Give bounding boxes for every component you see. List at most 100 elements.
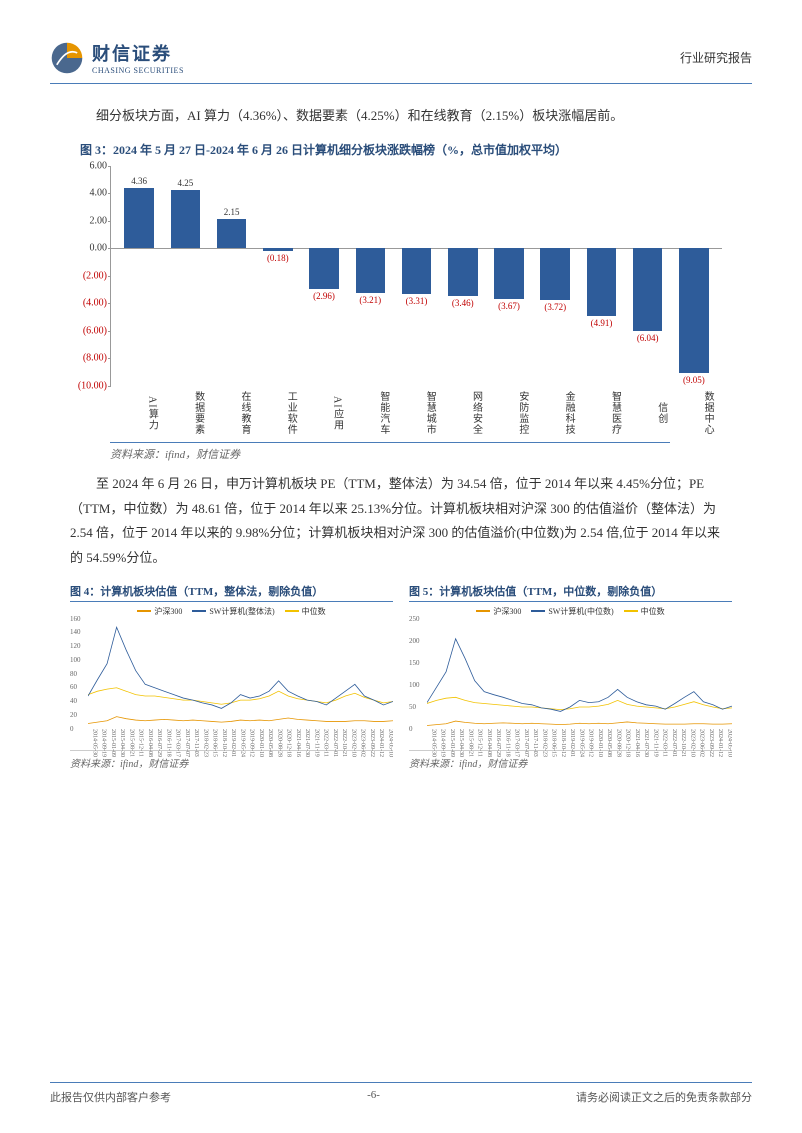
mini-x-label: 2014-05-30 bbox=[427, 729, 436, 761]
bar-value-label: (3.31) bbox=[406, 296, 428, 306]
mini-x-label: 2022-07-01 bbox=[668, 729, 677, 761]
legend-item: 沪深300 bbox=[476, 606, 521, 617]
bar-col: (3.31) bbox=[395, 166, 437, 386]
y-tick-label: (10.00) bbox=[67, 380, 107, 391]
fig3-source: 资料来源：ifind，财信证券 bbox=[110, 442, 670, 462]
mini-x-label: 2021-04-16 bbox=[292, 729, 301, 761]
bar-value-label: (3.46) bbox=[452, 298, 474, 308]
mini-x-label: 2015-01-09 bbox=[107, 729, 116, 761]
mini-x-label: 2020-05-08 bbox=[264, 729, 273, 761]
fig5-col: 图 5：计算机板块估值（TTM，中位数，剔除负值） 沪深300SW计算机(中位数… bbox=[409, 583, 732, 770]
mini-x-label: 2014-05-30 bbox=[88, 729, 97, 761]
legend-item: 中位数 bbox=[624, 606, 665, 617]
mini-y-tick: 120 bbox=[70, 642, 81, 650]
footer-left: 此报告仅供内部客户参考 bbox=[50, 1089, 171, 1105]
mini-x-label: 2017-07-07 bbox=[520, 729, 529, 761]
fig5-chart: 沪深300SW计算机(中位数)中位数 050100150200250 2014-… bbox=[409, 606, 732, 751]
mini-x-label: 2021-07-30 bbox=[640, 729, 649, 761]
x-category-label: 数据中心 bbox=[673, 390, 715, 436]
logo-icon bbox=[50, 41, 84, 75]
bar-col: (3.72) bbox=[534, 166, 576, 386]
footer-page-num: -6- bbox=[367, 1089, 380, 1105]
x-category-label: AI应用 bbox=[302, 390, 344, 436]
mini-x-label: 2022-10-21 bbox=[677, 729, 686, 761]
mini-x-label: 2021-11-19 bbox=[649, 729, 658, 761]
x-category-label: AI算力 bbox=[117, 390, 159, 436]
y-tick-label: (4.00) bbox=[67, 298, 107, 309]
bar bbox=[633, 248, 663, 331]
footer-right: 请务必阅读正文之后的免责条款部分 bbox=[576, 1089, 752, 1105]
legend-item: SW计算机(整体法) bbox=[192, 606, 274, 617]
mini-x-label: 2014-09-19 bbox=[436, 729, 445, 761]
mini-x-label: 2022-07-01 bbox=[329, 729, 338, 761]
y-tick-label: 4.00 bbox=[67, 188, 107, 199]
mini-x-label: 2016-11-18 bbox=[501, 729, 510, 761]
logo-text-cn: 财信证券 bbox=[92, 40, 184, 66]
fig3-title: 图 3：2024 年 5 月 27 日-2024 年 6 月 26 日计算机细分… bbox=[80, 141, 752, 160]
bar bbox=[540, 248, 570, 299]
mini-x-label: 2022-03-11 bbox=[319, 729, 328, 761]
mini-x-label: 2016-11-18 bbox=[162, 729, 171, 761]
mini-x-label: 2016-07-29 bbox=[153, 729, 162, 761]
legend-item: 沪深300 bbox=[137, 606, 182, 617]
bar bbox=[448, 248, 478, 296]
bar-col: 4.25 bbox=[164, 166, 206, 386]
bar-value-label: (3.72) bbox=[544, 302, 566, 312]
fig5-title: 图 5：计算机板块估值（TTM，中位数，剔除负值） bbox=[409, 583, 732, 602]
x-category-label: 智慧医疗 bbox=[580, 390, 622, 436]
y-tick-label: (2.00) bbox=[67, 270, 107, 281]
bar-col: 2.15 bbox=[210, 166, 252, 386]
bar-value-label: (0.18) bbox=[267, 253, 289, 263]
bar bbox=[679, 248, 709, 372]
page-footer: 此报告仅供内部客户参考 -6- 请务必阅读正文之后的免责条款部分 bbox=[50, 1082, 752, 1105]
mini-x-label: 2023-06-02 bbox=[356, 729, 365, 761]
mini-x-label: 2015-12-11 bbox=[134, 729, 143, 761]
mini-x-label: 2019-09-12 bbox=[584, 729, 593, 761]
mini-x-label: 2018-10-12 bbox=[557, 729, 566, 761]
mini-x-label: 2020-08-28 bbox=[273, 729, 282, 761]
mini-x-label: 2017-11-03 bbox=[529, 729, 538, 761]
y-tick-label: (8.00) bbox=[67, 353, 107, 364]
x-category-label: 数据要素 bbox=[163, 390, 205, 436]
mini-x-label: 2024-05-10 bbox=[723, 729, 732, 761]
mini-x-label: 2024-05-10 bbox=[384, 729, 393, 761]
bar bbox=[124, 188, 154, 248]
bar bbox=[309, 248, 339, 289]
mini-x-label: 2018-02-23 bbox=[538, 729, 547, 761]
logo-text-en: CHASING SECURITIES bbox=[92, 66, 184, 75]
y-tick-label: (6.00) bbox=[67, 325, 107, 336]
bar-value-label: (2.96) bbox=[313, 291, 335, 301]
bar-value-label: 4.36 bbox=[131, 176, 147, 186]
mini-x-label: 2020-01-10 bbox=[594, 729, 603, 761]
bar-value-label: (3.67) bbox=[498, 301, 520, 311]
legend-item: 中位数 bbox=[285, 606, 326, 617]
mini-x-label: 2018-10-12 bbox=[218, 729, 227, 761]
mini-x-label: 2017-03-17 bbox=[171, 729, 180, 761]
mini-x-label: 2019-09-12 bbox=[245, 729, 254, 761]
fig4-col: 图 4：计算机板块估值（TTM，整体法，剔除负值） 沪深300SW计算机(整体法… bbox=[70, 583, 393, 770]
mini-y-tick: 200 bbox=[409, 637, 420, 645]
mini-y-tick: 60 bbox=[70, 683, 77, 691]
fig4-chart: 沪深300SW计算机(整体法)中位数 020406080100120140160… bbox=[70, 606, 393, 751]
mini-x-label: 2023-09-22 bbox=[705, 729, 714, 761]
bar bbox=[356, 248, 386, 292]
mini-x-label: 2018-02-23 bbox=[199, 729, 208, 761]
mini-x-label: 2017-03-17 bbox=[510, 729, 519, 761]
mini-x-label: 2015-08-21 bbox=[125, 729, 134, 761]
mini-y-tick: 40 bbox=[70, 697, 77, 705]
mini-x-label: 2015-04-30 bbox=[455, 729, 464, 761]
paragraph-1: 细分板块方面，AI 算力（4.36%）、数据要素（4.25%）和在线教育（2.1… bbox=[50, 104, 752, 129]
bar-value-label: (9.05) bbox=[683, 375, 705, 385]
mini-x-label: 2020-08-28 bbox=[612, 729, 621, 761]
mini-x-label: 2017-11-03 bbox=[190, 729, 199, 761]
mini-x-label: 2023-06-02 bbox=[695, 729, 704, 761]
mini-x-label: 2024-01-12 bbox=[375, 729, 384, 761]
mini-x-label: 2015-12-11 bbox=[473, 729, 482, 761]
mini-x-label: 2017-07-07 bbox=[181, 729, 190, 761]
mini-x-label: 2019-05-24 bbox=[236, 729, 245, 761]
mini-x-label: 2021-04-16 bbox=[631, 729, 640, 761]
mini-y-tick: 80 bbox=[70, 670, 77, 678]
mini-x-label: 2022-03-11 bbox=[658, 729, 667, 761]
mini-y-tick: 20 bbox=[70, 711, 77, 719]
mini-x-label: 2024-01-12 bbox=[714, 729, 723, 761]
